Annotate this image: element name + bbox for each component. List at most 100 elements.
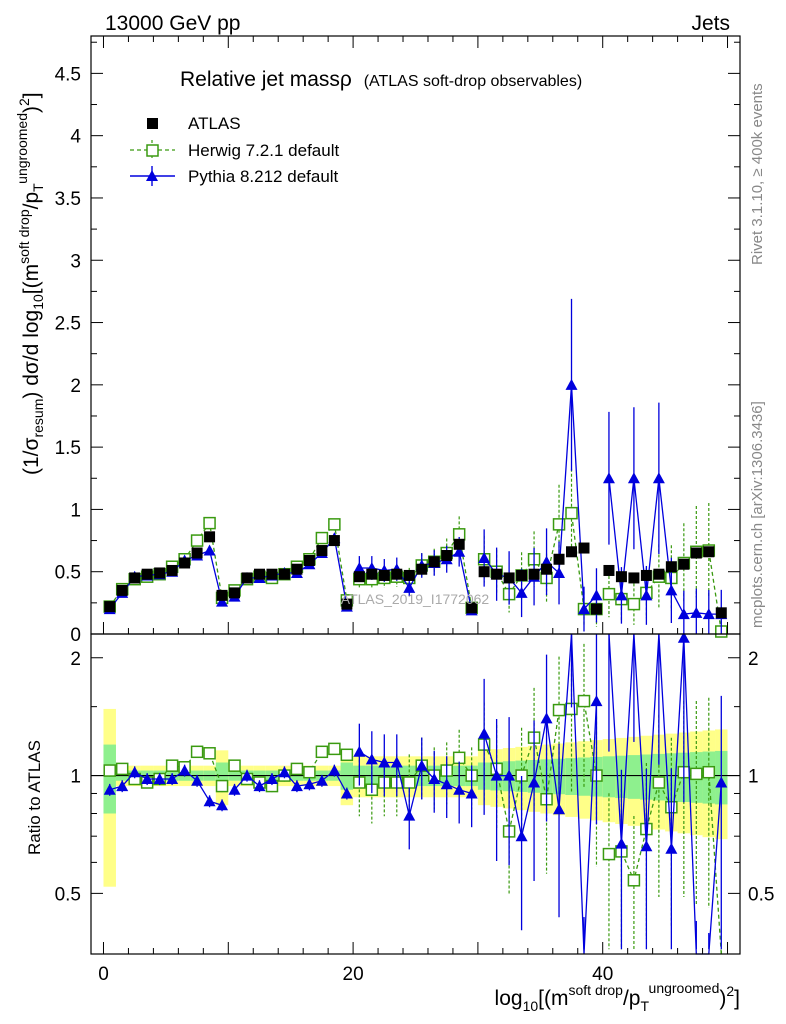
category-label: Jets xyxy=(691,12,730,35)
pythia-point xyxy=(652,472,665,484)
mcplots-label: mcplots.cern.ch [arXiv:1306.3436] xyxy=(749,401,766,628)
pythia-ratio-point xyxy=(103,783,116,795)
herwig-ratio-point xyxy=(315,745,329,759)
pythia-ratio-point xyxy=(166,772,179,784)
pythia-ratio-point xyxy=(428,772,441,784)
atlas-point xyxy=(366,568,378,580)
pythia-ratio-point xyxy=(440,778,453,790)
pythia-point xyxy=(553,566,566,578)
atlas-point xyxy=(154,567,166,579)
pythia-ratio-point xyxy=(403,809,416,821)
atlas-point xyxy=(590,603,602,615)
pythia-ratio-point xyxy=(615,837,628,849)
atlas-point xyxy=(303,554,315,566)
atlas-point xyxy=(179,557,191,569)
legend-label-atlas: ATLAS xyxy=(188,114,241,133)
ratio-ytick-label-right: 0.5 xyxy=(748,884,774,905)
pythia-ratio-point xyxy=(640,840,653,852)
pythia-ratio-point xyxy=(141,772,154,784)
ratio-band-inner xyxy=(627,755,641,799)
pythia-ratio-point xyxy=(453,783,466,795)
atlas-point xyxy=(116,584,128,596)
atlas-point xyxy=(466,602,478,614)
main-ytick-label: 3.5 xyxy=(55,189,81,210)
pythia-point xyxy=(615,589,628,601)
ratio-band-inner xyxy=(103,744,116,814)
herwig-ratio-point xyxy=(303,765,316,779)
atlas-point xyxy=(566,546,578,558)
pythia-ratio-point xyxy=(677,631,690,643)
herwig-ratio-point xyxy=(203,747,216,760)
herwig-point xyxy=(190,534,204,547)
x-axis-label: log10[(msoft drop/pTungroomed)2] xyxy=(495,980,740,1014)
herwig-ratio-point xyxy=(652,776,666,789)
pythia-ratio-point xyxy=(365,753,378,765)
atlas-point xyxy=(416,563,428,575)
atlas-point xyxy=(328,535,340,547)
pythia-ratio-point xyxy=(465,787,478,799)
main-ytick-label: 1.5 xyxy=(55,438,81,459)
atlas-point xyxy=(678,558,690,570)
herwig-ratio-point xyxy=(690,767,703,781)
pythia-point xyxy=(690,606,703,618)
pythia-point xyxy=(590,589,603,601)
atlas-point xyxy=(453,538,465,550)
herwig-ratio-line xyxy=(109,700,722,955)
ratio-ytick-label: 2 xyxy=(70,649,81,670)
atlas-point xyxy=(615,571,627,583)
pythia-ratio-point xyxy=(278,766,291,778)
pythia-ratio-point xyxy=(665,842,678,854)
ratio-band-inner xyxy=(602,756,616,798)
pythia-point xyxy=(640,589,653,601)
pythia-ratio-point xyxy=(415,759,428,771)
atlas-point xyxy=(628,572,640,584)
atlas-point xyxy=(166,564,178,576)
plot-title: Relative jet massρ (ATLAS soft-drop obse… xyxy=(180,68,582,91)
pythia-ratio-point xyxy=(515,830,528,842)
pythia-ratio-point xyxy=(390,756,403,768)
pythia-ratio-point xyxy=(553,803,566,815)
pythia-ratio-point xyxy=(290,780,303,792)
atlas-point xyxy=(441,550,453,562)
pythia-ratio-point xyxy=(153,772,166,784)
pythia-ratio-point xyxy=(340,787,353,799)
herwig-point xyxy=(627,597,641,611)
atlas-point xyxy=(191,547,203,559)
atlas-point xyxy=(516,569,528,581)
pythia-point xyxy=(702,608,715,620)
herwig-point xyxy=(315,531,329,545)
atlas-point xyxy=(403,569,415,581)
herwig-ratio-point xyxy=(552,703,566,717)
main-ytick-label: 2 xyxy=(70,376,81,397)
pythia-point xyxy=(203,544,216,556)
main-ytick-label: 3 xyxy=(70,251,81,272)
atlas-point xyxy=(266,568,278,580)
pythia-point xyxy=(602,472,615,484)
herwig-ratio-point xyxy=(190,745,204,759)
energy-label: 13000 GeV pp xyxy=(105,12,240,35)
ratio-ytick-label: 0.5 xyxy=(55,884,81,905)
atlas-point xyxy=(703,546,715,558)
xtick-label: 20 xyxy=(343,964,364,985)
herwig-ratio-point xyxy=(340,748,354,762)
legend-marker-herwig xyxy=(146,144,159,157)
ratio-panel: 0.5 0.51 12 2 0 20 40 Ratio to ATLAS xyxy=(25,36,774,985)
pythia-ratio-point xyxy=(328,764,341,776)
pythia-ratio-point xyxy=(178,764,191,776)
atlas-point xyxy=(104,601,116,613)
pythia-ratio-point xyxy=(265,772,278,784)
main-ytick-label: 4.5 xyxy=(55,64,81,85)
legend-label-pythia: Pythia 8.212 default xyxy=(188,167,339,186)
pythia-ratio-point xyxy=(353,745,366,757)
plot-title-main: Relative jet massρ xyxy=(180,68,352,91)
ratio-frame xyxy=(90,633,741,955)
herwig-ratio-point xyxy=(228,759,241,772)
pythia-ratio-point xyxy=(540,712,553,724)
pythia-point xyxy=(665,584,678,596)
atlas-point xyxy=(665,561,677,573)
pythia-ratio-point xyxy=(203,795,216,807)
pythia-point xyxy=(627,472,640,484)
main-panel: 0 0.5 1 1.5 2 2.5 3 3.5 4 4.5 ATLAS_2019_I1772062… xyxy=(14,35,741,646)
atlas-point xyxy=(229,587,241,599)
atlas-point xyxy=(503,572,515,584)
